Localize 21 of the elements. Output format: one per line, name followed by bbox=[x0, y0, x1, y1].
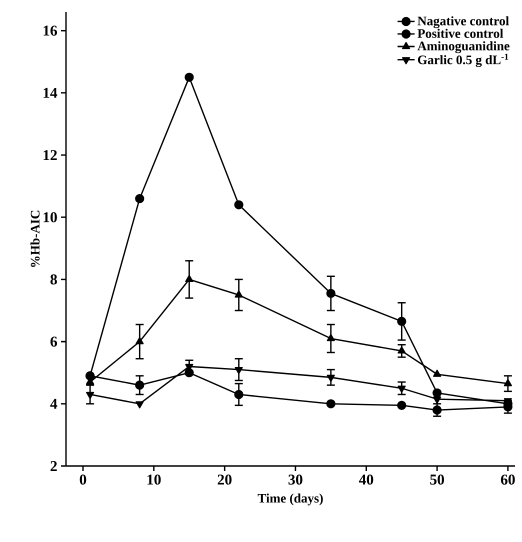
y-tick-label: 4 bbox=[50, 398, 58, 409]
x-tick-label: 20 bbox=[218, 474, 232, 485]
y-tick-label: 16 bbox=[44, 26, 58, 36]
legend-label: Garlic 0.5 g dL$^{-1}$ bbox=[418, 54, 508, 67]
x-tick-label: 40 bbox=[358, 474, 374, 485]
y-tick-label: 8 bbox=[50, 274, 57, 284]
y-axis-title: %Hb-AIC bbox=[30, 210, 40, 267]
x-tick-label: 50 bbox=[430, 474, 444, 485]
y-tick-label: 12 bbox=[44, 150, 57, 160]
y-tick-label: 14 bbox=[44, 88, 58, 98]
y-tick-label: 10 bbox=[44, 212, 57, 222]
y-tick-label: 6 bbox=[50, 336, 58, 347]
legend-label: Positive control bbox=[418, 28, 504, 38]
y-tick-label: 2 bbox=[50, 461, 57, 471]
x-axis-title: Time (days) bbox=[258, 494, 323, 506]
x-tick-label: 60 bbox=[500, 474, 515, 485]
legend-label: Nagative control bbox=[418, 16, 509, 28]
x-tick-label: 30 bbox=[288, 474, 302, 485]
x-tick-label: 10 bbox=[148, 474, 161, 485]
legend-label: Aminoguanidine bbox=[417, 41, 510, 54]
x-tick-label: 0 bbox=[80, 474, 86, 485]
